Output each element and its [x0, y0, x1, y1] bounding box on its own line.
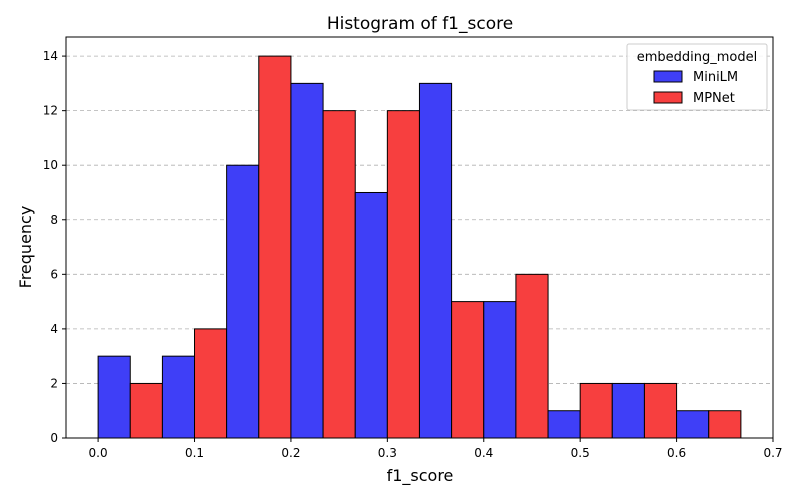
bar-minilm-bin-7 — [547, 410, 581, 439]
legend-label-mpnet: MPNet — [693, 91, 735, 106]
bar-mpnet-bin-9 — [708, 410, 742, 439]
bars-layer — [97, 55, 742, 439]
bar-minilm-bin-6 — [483, 301, 517, 439]
bar-minilm-bin-5 — [418, 82, 453, 439]
legend-label-minilm: MiniLM — [693, 70, 738, 85]
bar-minilm-bin-2 — [226, 164, 260, 439]
axes-layer — [65, 36, 774, 439]
x-tick-label: 0.3 — [378, 446, 397, 460]
y-tick-label: 8 — [50, 213, 58, 227]
bar-mpnet-bin-3 — [322, 110, 356, 439]
chart-title: Histogram of f1_score — [327, 14, 513, 34]
bar-minilm-bin-8 — [611, 382, 645, 439]
bar-mpnet-bin-1 — [194, 328, 228, 439]
y-tick-label: 2 — [50, 376, 58, 390]
y-tick-label: 4 — [50, 322, 58, 336]
legend-title: embedding_model — [637, 50, 758, 65]
bar-mpnet-bin-0 — [129, 382, 163, 439]
bar-mpnet-bin-7 — [579, 382, 613, 439]
x-tick-label: 0.2 — [281, 446, 300, 460]
bar-minilm-bin-0 — [97, 355, 131, 439]
bar-minilm-bin-3 — [290, 82, 324, 439]
x-tick-label: 0.6 — [667, 446, 686, 460]
y-axis-label: Frequency — [16, 206, 35, 289]
x-tick-label: 0.5 — [571, 446, 590, 460]
bar-mpnet-bin-8 — [643, 382, 678, 439]
bar-mpnet-bin-6 — [515, 273, 549, 439]
bar-minilm-bin-4 — [354, 191, 388, 439]
plot-frame — [65, 36, 774, 439]
x-tick-label: 0.1 — [185, 446, 204, 460]
y-tick-label: 10 — [43, 158, 58, 172]
x-tick-label: 0.0 — [89, 446, 108, 460]
legend-swatch-minilm — [653, 70, 683, 83]
bar-minilm-bin-9 — [676, 410, 710, 439]
x-tick-label: 0.7 — [763, 446, 782, 460]
ticks-layer: 0.0 0.1 0.2 0.3 0.4 0.5 0.6 0.7 0 2 4 6 8 10 12 14 — [43, 49, 783, 460]
legend-swatch-mpnet — [653, 91, 683, 104]
y-tick-label: 0 — [50, 431, 58, 445]
bar-mpnet-bin-2 — [258, 55, 292, 439]
bar-minilm-bin-1 — [161, 355, 196, 439]
y-tick-label: 12 — [43, 104, 58, 118]
legend: embedding_model MiniLM MPNet — [626, 43, 768, 111]
x-axis-label: f1_score — [387, 466, 454, 486]
bar-mpnet-bin-4 — [386, 110, 420, 439]
bar-mpnet-bin-5 — [451, 301, 485, 439]
y-tick-label: 14 — [43, 49, 58, 63]
x-tick-label: 0.4 — [474, 446, 493, 460]
y-tick-label: 6 — [50, 267, 58, 281]
